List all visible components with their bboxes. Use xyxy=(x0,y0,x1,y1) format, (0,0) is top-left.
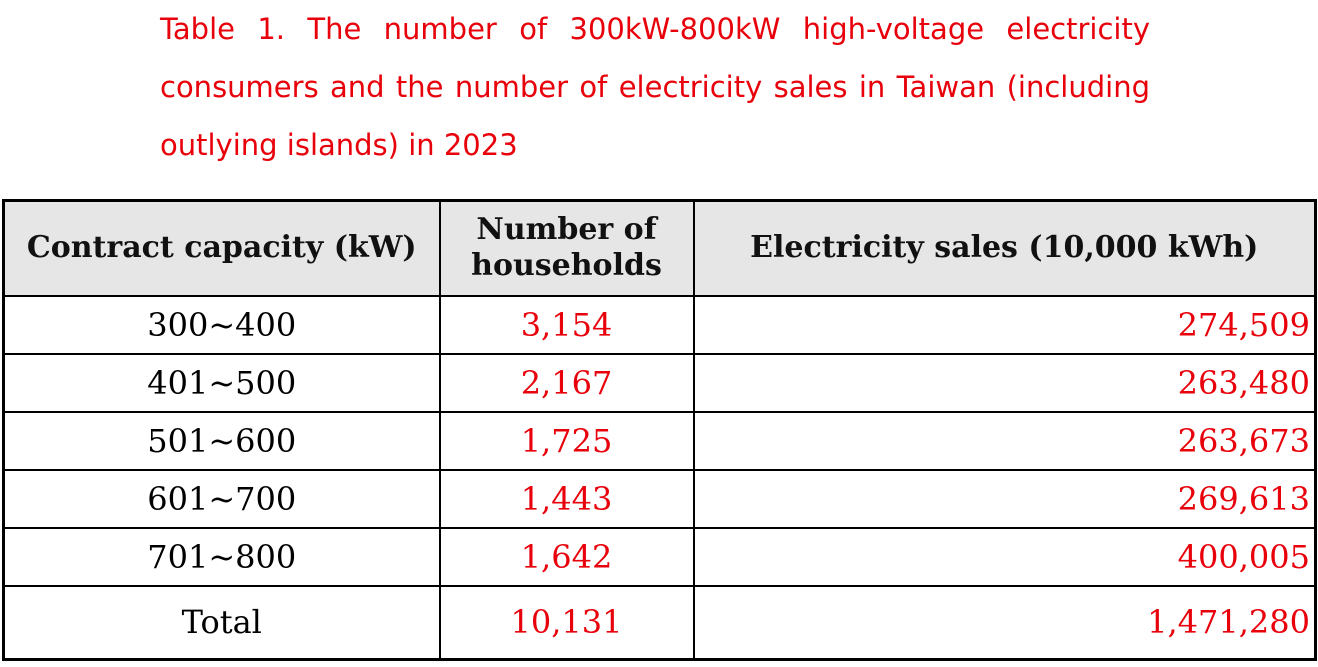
capacity-cell: 401~500 xyxy=(2,352,441,413)
header-electricity-sales: Electricity sales (10,000 kWh) xyxy=(692,199,1317,297)
sales-cell: 274,509 xyxy=(692,294,1317,355)
header-number-of-households: Number of households xyxy=(438,199,695,297)
households-cell: 1,443 xyxy=(438,468,695,529)
header-households-line1: Number of xyxy=(476,212,657,248)
households-cell: 1,642 xyxy=(438,526,695,587)
table-total-row: Total 10,131 1,471,280 xyxy=(2,584,1317,661)
capacity-cell: 701~800 xyxy=(2,526,441,587)
households-cell: 1,725 xyxy=(438,410,695,471)
sales-cell: 400,005 xyxy=(692,526,1317,587)
table-row: 701~800 1,642 400,005 xyxy=(2,526,1317,587)
header-households-line2: households xyxy=(471,248,662,284)
sales-cell: 269,613 xyxy=(692,468,1317,529)
capacity-cell: 601~700 xyxy=(2,468,441,529)
total-sales-cell: 1,471,280 xyxy=(692,584,1317,661)
table-row: 401~500 2,167 263,480 xyxy=(2,352,1317,413)
sales-cell: 263,480 xyxy=(692,352,1317,413)
sales-cell: 263,673 xyxy=(692,410,1317,471)
table-header-row: Contract capacity (kW) Number of househo… xyxy=(2,199,1317,297)
total-label-cell: Total xyxy=(2,584,441,661)
households-cell: 3,154 xyxy=(438,294,695,355)
table-row: 300~400 3,154 274,509 xyxy=(2,294,1317,355)
header-contract-capacity: Contract capacity (kW) xyxy=(2,199,441,297)
capacity-cell: 300~400 xyxy=(2,294,441,355)
table-row: 601~700 1,443 269,613 xyxy=(2,468,1317,529)
total-households-cell: 10,131 xyxy=(438,584,695,661)
households-cell: 2,167 xyxy=(438,352,695,413)
table-row: 501~600 1,725 263,673 xyxy=(2,410,1317,471)
capacity-cell: 501~600 xyxy=(2,410,441,471)
table-caption: Table 1. The number of 300kW-800kW high-… xyxy=(160,12,1150,162)
electricity-table: Contract capacity (kW) Number of househo… xyxy=(2,199,1317,661)
